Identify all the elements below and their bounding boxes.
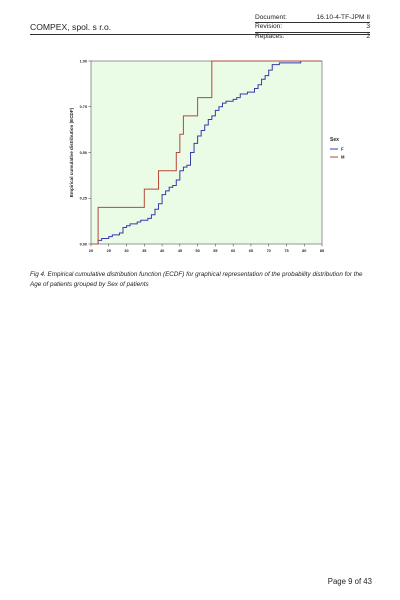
company-name: COMPEX, spol. s r.o. [30, 22, 112, 32]
y-tick-label: 1.00 [80, 59, 87, 63]
x-tick-label: 65 [249, 249, 253, 253]
x-tick-label: 40 [160, 249, 164, 253]
x-tick-label: 80 [302, 249, 306, 253]
document-value: 16.10-4-TF-JPM II [316, 14, 371, 21]
x-tick-label: 85 [320, 249, 324, 253]
plot-area [90, 60, 323, 245]
y-tick-label: 0.50 [80, 151, 87, 155]
header-rule [30, 33, 370, 35]
ecdf-chart: 20 25 30 35 40 45 50 55 60 65 70 75 80 85 0.00 0.25 0.50… [69, 59, 345, 253]
x-tick-label: 30 [124, 249, 128, 253]
x-tick-label: 75 [284, 249, 288, 253]
x-tick-label: 45 [178, 249, 182, 253]
legend-label-f: F [341, 147, 344, 152]
x-tick-label: 70 [267, 249, 271, 253]
ecdf-line-m [91, 60, 322, 245]
x-tick-label: 60 [231, 249, 235, 253]
legend-title: Sex [330, 137, 339, 143]
legend-label-m: M [341, 155, 345, 160]
document-meta: Document: 16.10-4-TF-JPM II Revision: 3 … [255, 14, 370, 41]
x-tick-label: 50 [195, 249, 199, 253]
replaces-value: 2 [366, 32, 370, 40]
y-tick-label: 0.75 [80, 105, 87, 109]
y-tick-label: 0.25 [80, 197, 87, 201]
replaces-row: Replaces: 2 [255, 33, 370, 41]
document-row: Document: 16.10-4-TF-JPM II [255, 14, 371, 24]
page-number: Page 9 of 43 [327, 577, 372, 586]
x-tick-label: 55 [213, 249, 217, 253]
document-label: Document: [255, 14, 287, 21]
ecdf-line-f [91, 60, 322, 245]
replaces-label: Replaces: [255, 32, 285, 40]
revision-label: Revision: [255, 23, 283, 31]
revision-row: Revision: 3 [255, 23, 370, 33]
revision-value: 3 [366, 23, 370, 31]
y-axis-label: Empirical cumulative distribution (ECDF) [69, 107, 74, 197]
x-tick-label: 25 [107, 249, 111, 253]
x-tick-label: 20 [89, 249, 93, 253]
y-tick-label: 0.00 [80, 242, 87, 246]
x-tick-label: 35 [142, 249, 146, 253]
figure-caption: Fig 4. Empirical cumulative distribution… [30, 271, 363, 288]
